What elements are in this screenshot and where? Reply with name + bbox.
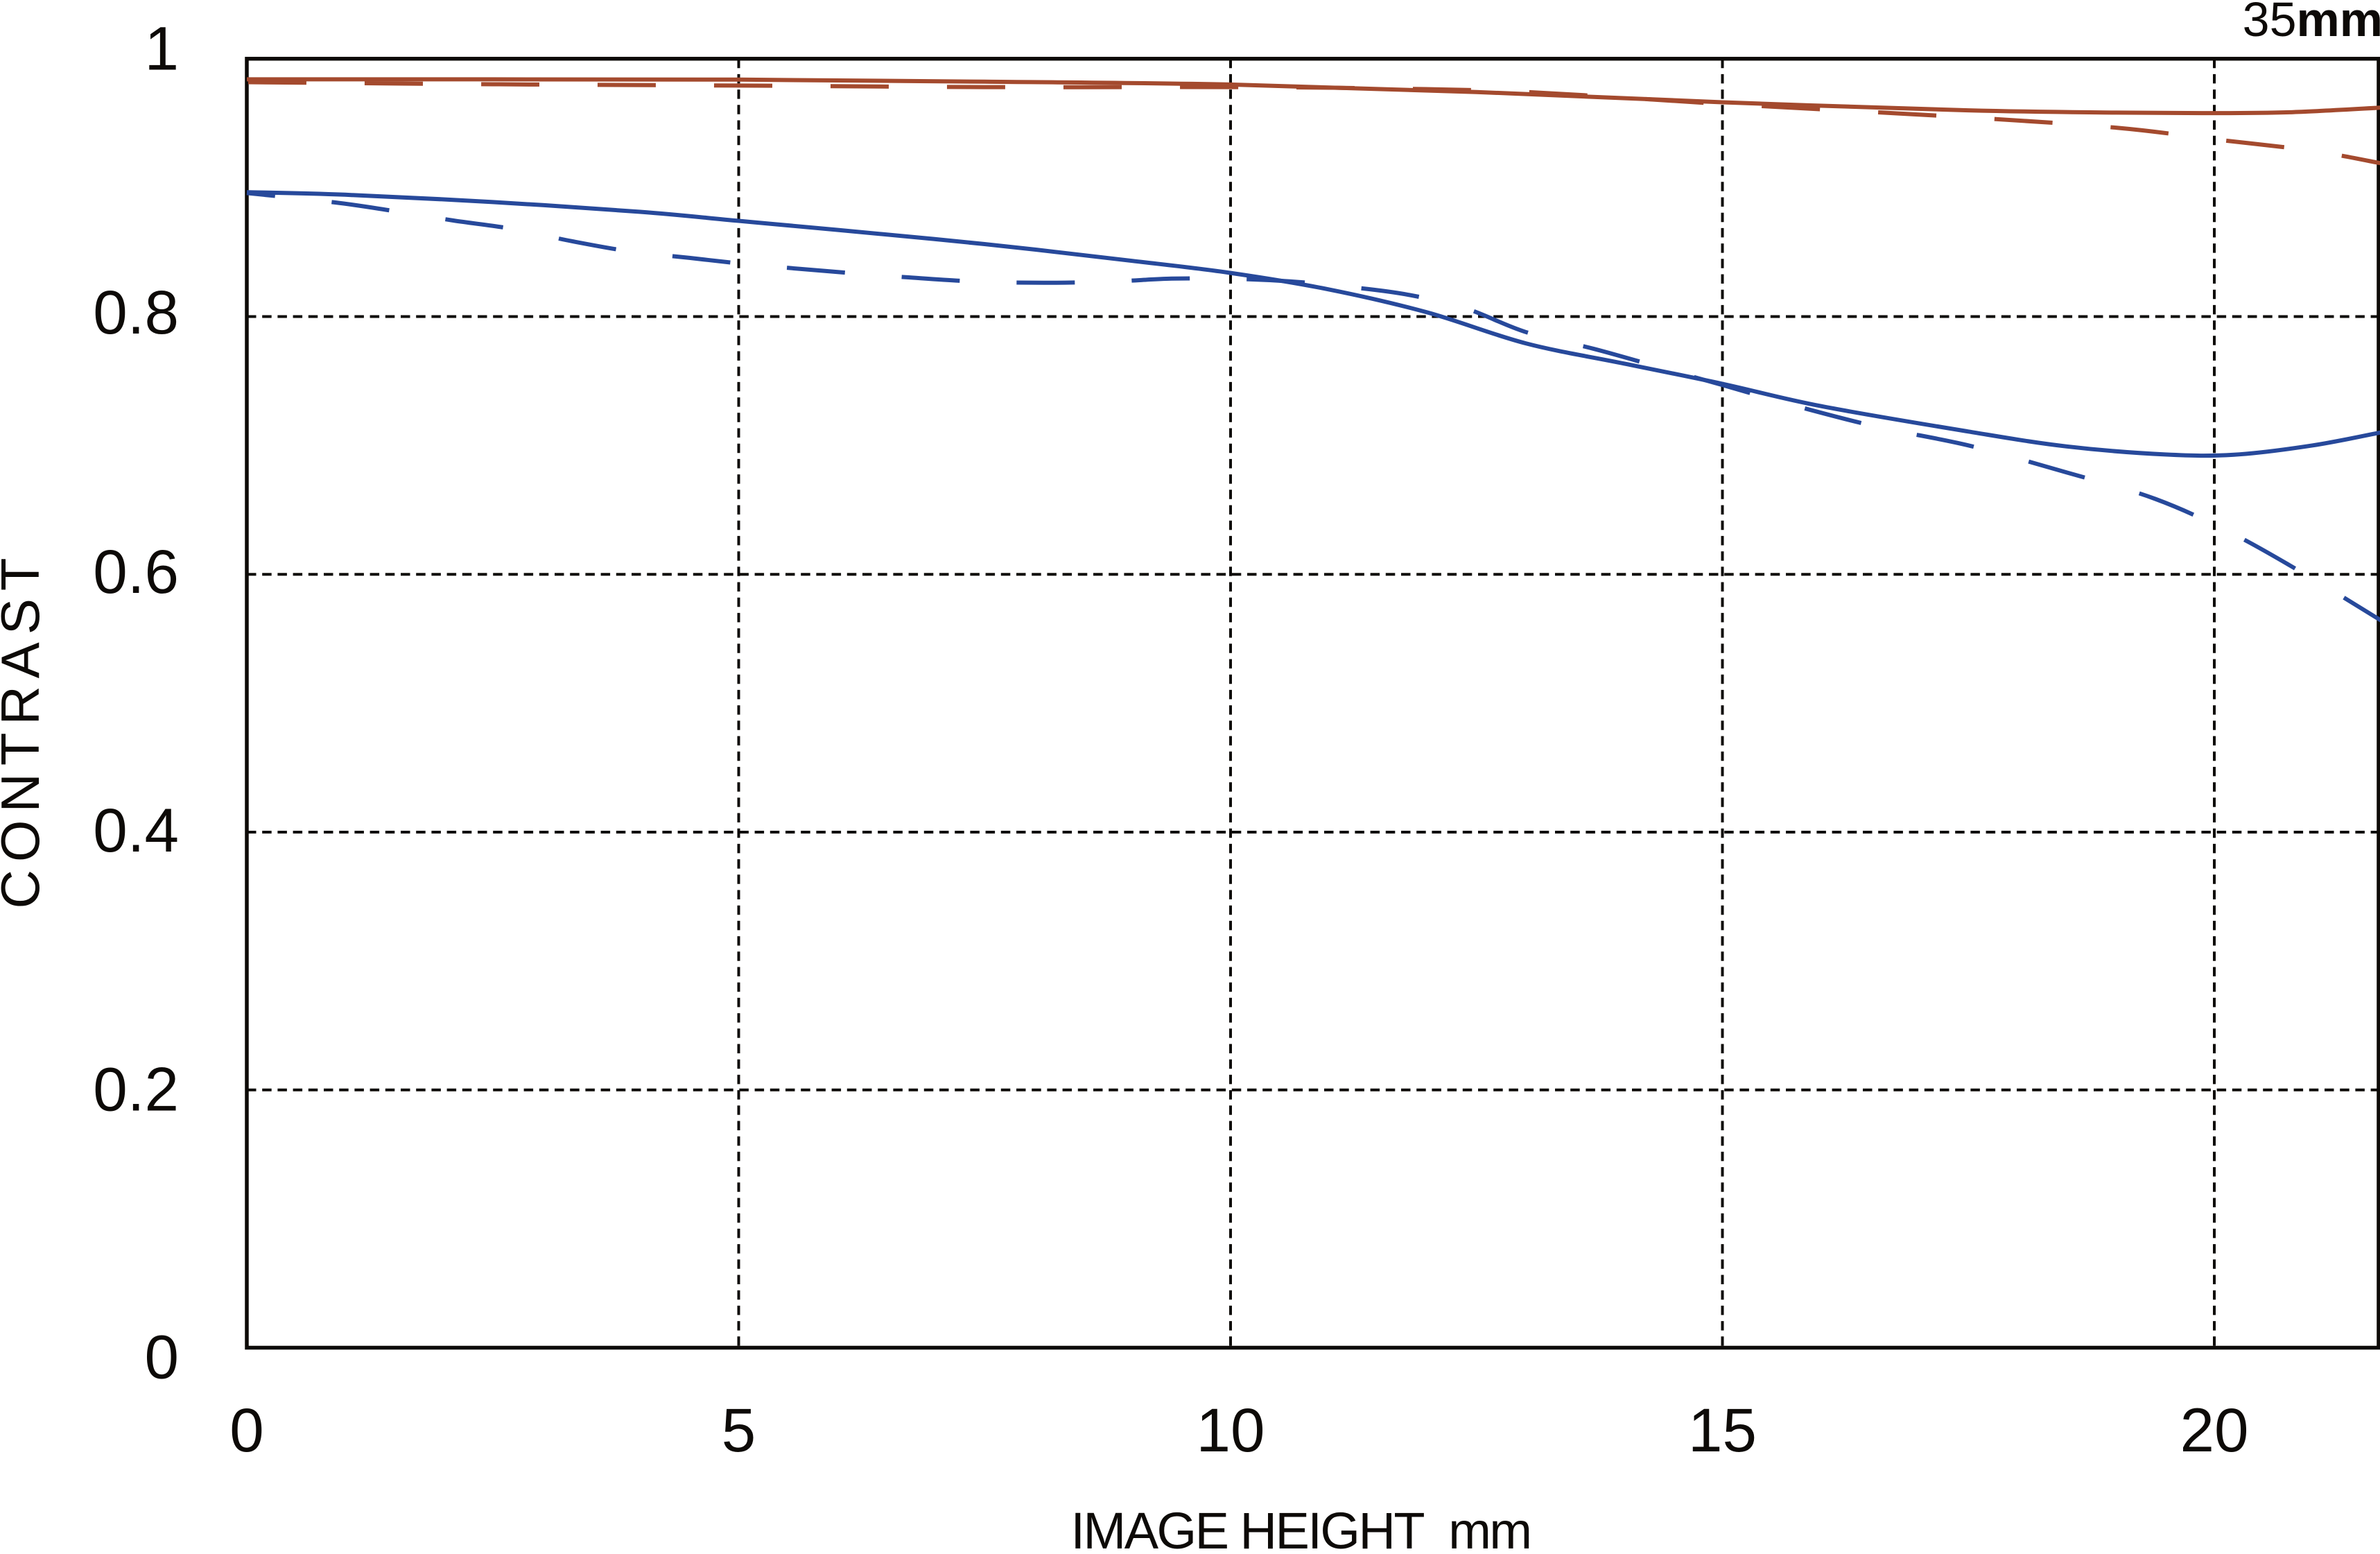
svg-text:0: 0 — [145, 1322, 180, 1392]
svg-text:IMAGE HEIGHT mm: IMAGE HEIGHT mm — [1071, 1502, 1531, 1554]
svg-text:0.4: 0.4 — [93, 795, 179, 865]
svg-text:20: 20 — [2180, 1395, 2249, 1465]
svg-text:1: 1 — [145, 14, 180, 83]
svg-text:0.6: 0.6 — [93, 537, 179, 606]
svg-text:35mm: 35mm — [2243, 0, 2380, 46]
svg-text:10: 10 — [1197, 1395, 1265, 1465]
svg-text:5: 5 — [722, 1395, 756, 1465]
svg-text:0.2: 0.2 — [93, 1055, 179, 1124]
svg-text:15: 15 — [1688, 1395, 1757, 1465]
svg-text:CONTRAST: CONTRAST — [0, 551, 51, 909]
svg-text:0.8: 0.8 — [93, 277, 179, 347]
svg-text:0: 0 — [229, 1395, 264, 1465]
